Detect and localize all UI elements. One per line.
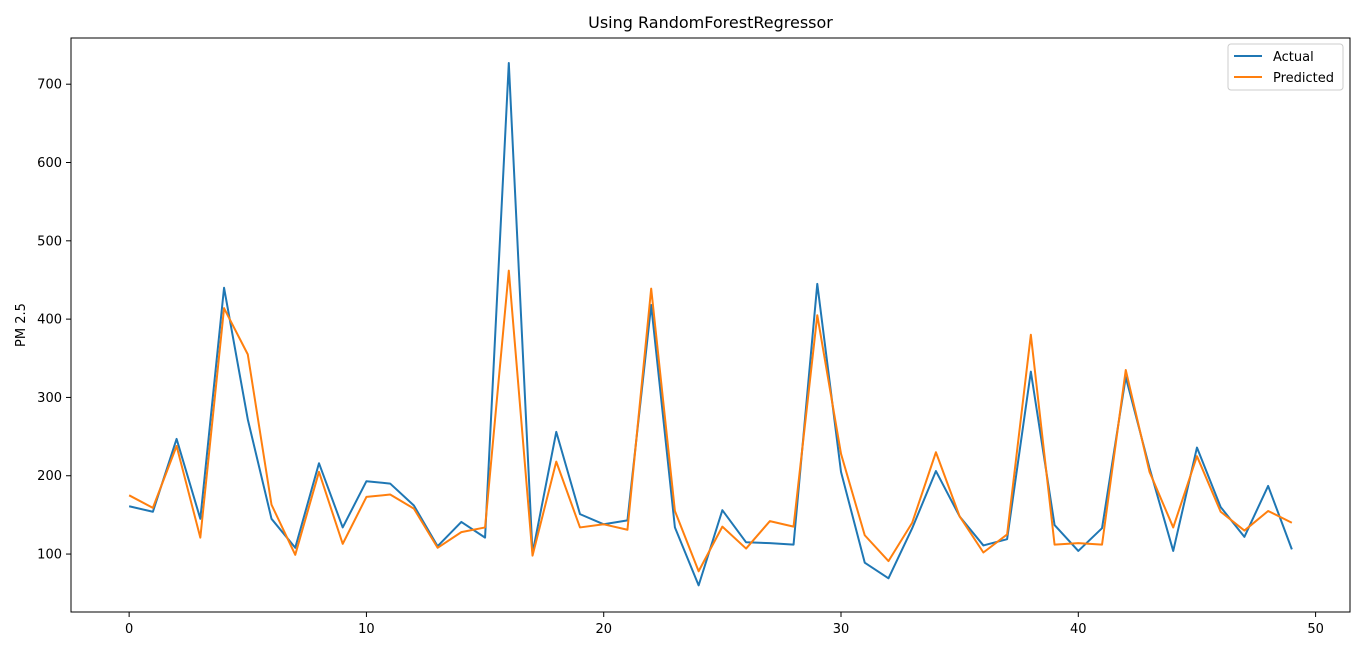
y-tick-label: 700: [37, 78, 62, 93]
x-tick-label: 20: [595, 622, 612, 637]
y-tick-label: 200: [37, 469, 62, 484]
x-tick-label: 30: [833, 622, 850, 637]
x-tick-label: 0: [125, 622, 133, 637]
x-tick-label: 10: [358, 622, 375, 637]
y-tick-label: 600: [37, 156, 62, 171]
x-tick-label: 40: [1070, 622, 1087, 637]
y-axis-label: PM 2.5: [14, 303, 29, 347]
y-tick-label: 400: [37, 313, 62, 328]
series-line-predicted: [128, 269, 1293, 573]
legend-label-actual: Actual: [1273, 50, 1314, 65]
y-tick-label: 300: [37, 391, 62, 406]
y-tick-label: 500: [37, 234, 62, 249]
y-tick-label: 100: [37, 548, 62, 563]
plot-frame: [70, 37, 1351, 613]
series-layer: [128, 62, 1293, 587]
legend: Actual Predicted: [1227, 43, 1344, 91]
legend-label-predicted: Predicted: [1273, 71, 1334, 86]
chart-title: Using RandomForestRegressor: [588, 13, 833, 32]
ticks-layer: 0 10 20 30 40 50 100 200 300 400 500 600 700: [37, 78, 1324, 637]
x-tick-label: 50: [1307, 622, 1324, 637]
